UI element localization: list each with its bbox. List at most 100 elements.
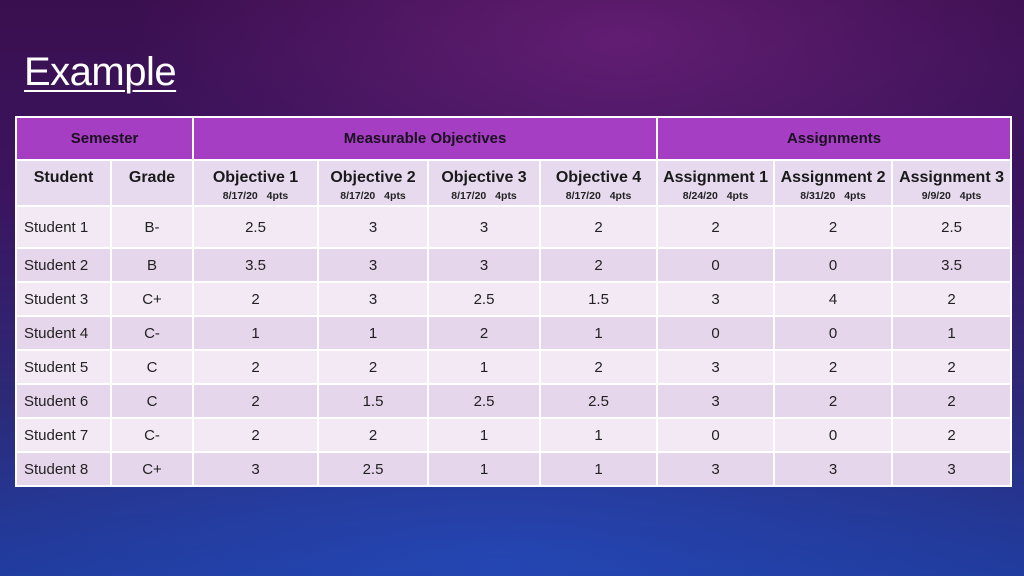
column-header-label: Assignment 3 xyxy=(899,169,1004,186)
table-row: Student 8 C+ 3 2.5 1 1 3 3 3 xyxy=(15,451,1013,487)
column-header-objective-2: Objective 2 8/17/20 4pts xyxy=(317,159,430,207)
column-header-objective-3: Objective 3 8/17/20 4pts xyxy=(427,159,542,207)
column-header-label: Assignment 2 xyxy=(780,169,886,186)
cell-objective-1: 2 xyxy=(192,417,320,453)
column-header-assignment-3: Assignment 3 9/9/20 4pts xyxy=(891,159,1013,207)
table-row: Student 2 B 3.5 3 3 2 0 0 3.5 xyxy=(15,247,1013,283)
column-header-label: Objective 3 xyxy=(441,169,527,186)
table-body: Student 1 B- 2.5 3 3 2 2 2 2.5 Student 2 B 3.5 3 3 2 0 0… xyxy=(15,205,1013,487)
column-header-row: Student Grade Objective 1 8/17/20 4pts Objec… xyxy=(15,159,1013,207)
column-header-label: Student xyxy=(33,169,94,186)
grades-table: Semester Measurable Objectives Assignmen… xyxy=(14,116,1013,487)
column-header-date: 8/17/20 4pts xyxy=(451,190,517,202)
cell-objective-3: 2.5 xyxy=(427,383,542,419)
cell-student: Student 1 xyxy=(15,205,112,249)
cell-objective-3: 2 xyxy=(427,315,542,351)
cell-objective-1: 1 xyxy=(192,315,320,351)
cell-objective-2: 3 xyxy=(317,247,430,283)
cell-grade: B- xyxy=(109,205,195,249)
cell-assignment-1: 3 xyxy=(656,349,776,385)
cell-objective-2: 1.5 xyxy=(317,383,430,419)
cell-assignment-2: 4 xyxy=(773,281,894,317)
cell-grade: C- xyxy=(109,417,195,453)
column-header-date: 8/17/20 4pts xyxy=(340,190,406,202)
cell-student: Student 2 xyxy=(15,247,112,283)
cell-assignment-1: 3 xyxy=(656,281,776,317)
column-header-label: Objective 1 xyxy=(212,169,299,186)
column-header-date: 9/9/20 4pts xyxy=(921,190,982,202)
column-header-objective-4: Objective 4 8/17/20 4pts xyxy=(539,159,659,207)
column-header-label: Assignment 1 xyxy=(663,169,768,186)
cell-assignment-1: 3 xyxy=(656,451,776,487)
column-header-label: Objective 2 xyxy=(330,169,416,186)
cell-assignment-3: 2 xyxy=(891,383,1013,419)
cell-objective-4: 2.5 xyxy=(539,383,659,419)
cell-student: Student 3 xyxy=(15,281,112,317)
table-row: Student 4 C- 1 1 2 1 0 0 1 xyxy=(15,315,1013,351)
cell-assignment-1: 0 xyxy=(656,247,776,283)
cell-objective-4: 2 xyxy=(539,247,659,283)
cell-objective-2: 1 xyxy=(317,315,430,351)
table-row: Student 7 C- 2 2 1 1 0 0 2 xyxy=(15,417,1013,453)
column-header-grade: Grade xyxy=(109,159,195,207)
cell-grade: C+ xyxy=(109,451,195,487)
table-row: Student 1 B- 2.5 3 3 2 2 2 2.5 xyxy=(15,205,1013,249)
column-header-objective-1: Objective 1 8/17/20 4pts xyxy=(192,159,320,207)
group-header-row: Semester Measurable Objectives Assignmen… xyxy=(14,116,1013,161)
cell-objective-1: 2 xyxy=(192,383,320,419)
cell-objective-3: 1 xyxy=(427,417,542,453)
cell-assignment-1: 0 xyxy=(656,315,776,351)
column-header-label: Grade xyxy=(128,169,176,186)
cell-assignment-2: 0 xyxy=(773,247,894,283)
slide-title: Example xyxy=(24,50,177,94)
cell-objective-2: 2 xyxy=(317,417,430,453)
cell-student: Student 7 xyxy=(15,417,112,453)
cell-assignment-2: 2 xyxy=(773,349,894,385)
cell-objective-1: 2 xyxy=(192,349,320,385)
cell-student: Student 5 xyxy=(15,349,112,385)
cell-assignment-3: 3 xyxy=(891,451,1013,487)
cell-objective-4: 2 xyxy=(539,205,659,249)
cell-assignment-2: 0 xyxy=(773,315,894,351)
cell-assignment-3: 2 xyxy=(891,281,1013,317)
table-row: Student 6 C 2 1.5 2.5 2.5 3 2 2 xyxy=(15,383,1013,419)
cell-assignment-1: 3 xyxy=(656,383,776,419)
cell-assignment-2: 3 xyxy=(773,451,894,487)
column-header-assignment-1: Assignment 1 8/24/20 4pts xyxy=(656,159,776,207)
cell-assignment-3: 3.5 xyxy=(891,247,1013,283)
cell-objective-3: 3 xyxy=(427,247,542,283)
column-header-label: Objective 4 xyxy=(555,169,642,186)
cell-assignment-1: 0 xyxy=(656,417,776,453)
cell-grade: B xyxy=(109,247,195,283)
column-header-date: 8/24/20 4pts xyxy=(682,190,749,202)
column-header-assignment-2: Assignment 2 8/31/20 4pts xyxy=(773,159,894,207)
cell-student: Student 8 xyxy=(15,451,112,487)
cell-assignment-2: 0 xyxy=(773,417,894,453)
cell-objective-4: 1.5 xyxy=(539,281,659,317)
cell-assignment-3: 2 xyxy=(891,349,1013,385)
column-header-date: 8/31/20 4pts xyxy=(800,190,866,202)
cell-objective-3: 3 xyxy=(427,205,542,249)
cell-assignment-1: 2 xyxy=(656,205,776,249)
cell-assignment-2: 2 xyxy=(773,383,894,419)
cell-objective-2: 2 xyxy=(317,349,430,385)
cell-objective-3: 1 xyxy=(427,451,542,487)
cell-objective-1: 2.5 xyxy=(192,205,320,249)
cell-objective-4: 1 xyxy=(539,451,659,487)
cell-objective-2: 3 xyxy=(317,281,430,317)
group-header-semester: Semester xyxy=(14,116,195,161)
cell-objective-4: 1 xyxy=(539,417,659,453)
cell-objective-4: 1 xyxy=(539,315,659,351)
cell-grade: C- xyxy=(109,315,195,351)
cell-objective-4: 2 xyxy=(539,349,659,385)
cell-objective-3: 2.5 xyxy=(427,281,542,317)
cell-objective-1: 3 xyxy=(192,451,320,487)
cell-objective-1: 2 xyxy=(192,281,320,317)
cell-assignment-2: 2 xyxy=(773,205,894,249)
cell-assignment-3: 2.5 xyxy=(891,205,1013,249)
cell-objective-2: 2.5 xyxy=(317,451,430,487)
cell-student: Student 6 xyxy=(15,383,112,419)
group-header-objectives: Measurable Objectives xyxy=(192,116,659,161)
column-header-date: 8/17/20 4pts xyxy=(222,190,289,202)
